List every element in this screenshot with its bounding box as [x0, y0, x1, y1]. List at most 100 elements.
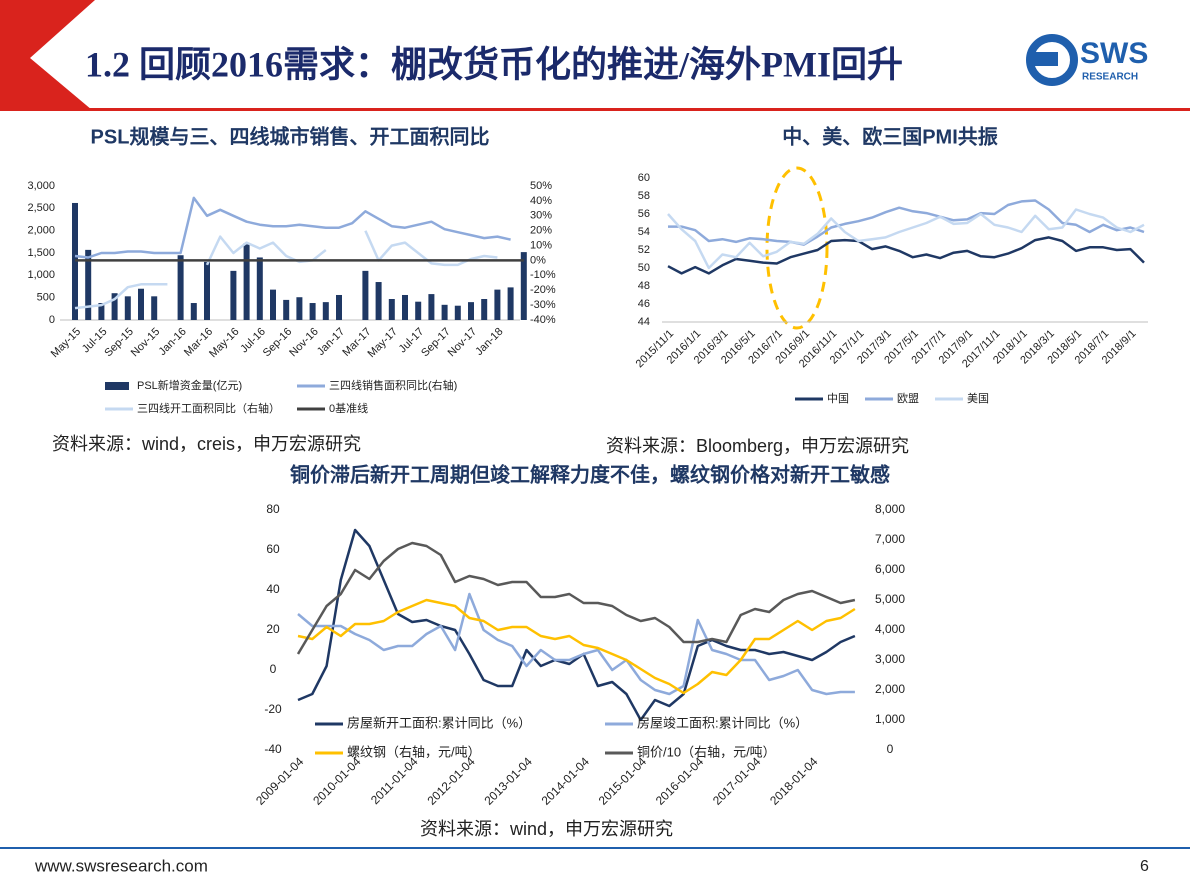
chart-source: 资料来源：Bloomberg，申万宏源研究 [606, 436, 909, 456]
bar [283, 299, 290, 320]
y-tick-label: 52 [638, 244, 650, 256]
bar [256, 257, 263, 320]
bar [428, 294, 435, 320]
line-series [297, 592, 855, 696]
y-tick-label: 2,000 [27, 225, 55, 237]
line-series [296, 541, 856, 655]
bar [243, 243, 250, 320]
chart-title: PSL规模与三、四线城市销售、开工面积同比 [91, 124, 490, 148]
footer-rule [0, 847, 1190, 849]
y-tick-label: 2,500 [27, 202, 55, 214]
legend-label: PSL新增资金量(亿元) [137, 378, 242, 392]
footer-url: www.swsresearch.com [34, 856, 208, 875]
page-number: 6 [1140, 858, 1149, 875]
bar [98, 303, 105, 320]
bar [468, 302, 474, 320]
y-tick-label: 20 [266, 622, 280, 636]
bar [204, 261, 210, 320]
y-tick-label: 50% [530, 180, 552, 192]
bar [441, 304, 448, 320]
logo: SWS RESEARCH [1026, 34, 1148, 86]
chart-title: 中、美、欧三国PMI共振 [782, 124, 998, 148]
legend-label: 三四线开工面积同比（右轴） [137, 401, 280, 415]
slide-title: 1.2 回顾2016需求：棚改货币化的推进/海外PMI回升 [85, 44, 903, 84]
bar [322, 302, 329, 320]
y-tick-label: 1,000 [875, 712, 905, 726]
legend-label: 美国 [967, 392, 989, 405]
legend-label: 房屋新开工面积:累计同比（%） [347, 715, 531, 730]
y-tick-label: 4,000 [875, 622, 905, 636]
y-tick-label: 3,000 [27, 180, 55, 192]
bar [507, 287, 514, 320]
bar [388, 299, 395, 320]
legend-swatch [105, 382, 129, 390]
y-tick-label: 8,000 [875, 502, 905, 516]
y-tick-label: 6,000 [875, 562, 905, 576]
line-series [667, 236, 1145, 275]
bar [138, 288, 144, 320]
y-tick-label: -30% [530, 299, 556, 311]
y-tick-label: -40 [264, 742, 282, 756]
y-tick-label: 1,500 [27, 247, 55, 259]
line-series [667, 208, 1145, 270]
y-tick-label: 7,000 [875, 532, 905, 546]
y-tick-label: 0 [49, 314, 55, 326]
y-tick-label: 3,000 [875, 652, 905, 666]
bar [494, 289, 501, 320]
legend-label: 房屋竣工面积:累计同比（%） [637, 715, 808, 730]
logo-icon-bar [1028, 52, 1058, 66]
y-tick-label: -20% [530, 284, 556, 296]
line-series [297, 598, 856, 695]
bar [177, 255, 184, 320]
y-tick-label: -20 [264, 702, 282, 716]
logo-subtext: RESEARCH [1082, 72, 1138, 83]
bar [111, 293, 118, 320]
bar [270, 289, 276, 320]
highlight-ellipse [765, 166, 829, 330]
y-tick-label: 5,000 [875, 592, 905, 606]
legend-label: 中国 [827, 392, 849, 405]
chart: PSL规模与三、四线城市销售、开工面积同比资料来源：wind，creis，申万宏… [27, 124, 555, 453]
bar [296, 297, 303, 320]
y-tick-label: 50 [638, 262, 650, 274]
bar [336, 294, 342, 320]
y-tick-label: 1,000 [27, 269, 55, 281]
y-tick-label: 40 [266, 582, 280, 596]
line-series [297, 528, 856, 722]
bar [481, 299, 488, 320]
y-tick-label: 58 [638, 190, 650, 202]
y-tick-label: 500 [37, 292, 55, 304]
legend-label: 三四线销售面积同比(右轴) [329, 378, 457, 392]
y-tick-label: 60 [638, 172, 650, 184]
bar [124, 296, 131, 320]
chart-title: 铜价滞后新开工周期但竣工解释力度不佳，螺纹钢价格对新开工敏感 [290, 462, 890, 486]
bar [85, 249, 92, 320]
chart-source: 资料来源：wind，申万宏源研究 [420, 819, 673, 839]
bar [415, 301, 422, 320]
y-tick-label: 0 [270, 662, 277, 676]
bar [402, 294, 408, 320]
header-rule [0, 108, 1190, 111]
legend-label: 0基准线 [329, 401, 368, 415]
bar [151, 296, 158, 320]
y-tick-label: 44 [638, 316, 650, 328]
bar [375, 282, 382, 320]
y-tick-label: 2,000 [875, 682, 905, 696]
bar [520, 252, 527, 320]
line-series [74, 196, 511, 259]
y-tick-label: 0 [887, 742, 894, 756]
y-tick-label: 30% [530, 210, 552, 222]
y-tick-label: 80 [266, 502, 280, 516]
bar [230, 270, 237, 320]
y-tick-label: 60 [266, 542, 280, 556]
y-tick-label: -10% [530, 269, 556, 281]
y-tick-label: 46 [638, 298, 650, 310]
header-accent [0, 0, 95, 110]
y-tick-label: 48 [638, 280, 650, 292]
legend-label: 欧盟 [897, 392, 919, 405]
bar [362, 270, 369, 320]
bar [454, 305, 461, 320]
legend-label: 铜价/10（右轴，元/吨） [637, 744, 776, 759]
y-tick-label: -40% [530, 314, 556, 326]
